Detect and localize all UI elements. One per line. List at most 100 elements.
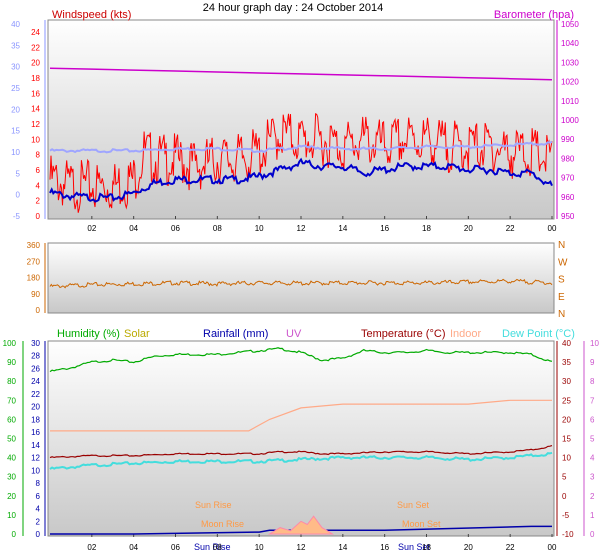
wind-inner-tick: 0 [36, 212, 41, 221]
wind-inner-tick: 18 [31, 74, 40, 83]
weather-x-tick: 02 [87, 543, 96, 552]
rainfall-tick: 24 [31, 377, 40, 386]
temperature-tick: 20 [562, 415, 571, 424]
wind-outer-tick: 30 [11, 63, 20, 72]
moon-rise-label: Moon Rise [201, 519, 244, 529]
uv-tick: 7 [590, 396, 595, 405]
rainfall-tick: 0 [36, 530, 41, 539]
rainfall-tick: 26 [31, 364, 40, 373]
sun-set-label: Sun Set [397, 500, 430, 510]
humidity-tick: 30 [7, 473, 16, 482]
wind-x-tick: 12 [297, 224, 306, 233]
wind-inner-tick: 4 [36, 181, 41, 190]
wind-x-tick: 22 [506, 224, 515, 233]
weather-x-tick: 18 [422, 543, 431, 552]
compass-tick: N [558, 240, 565, 251]
wind-outer-tick: 20 [11, 105, 20, 114]
baro-tick: 970 [561, 174, 575, 183]
wind-inner-tick: 20 [31, 59, 40, 68]
wind-outer-tick: 10 [11, 148, 20, 157]
wind-plot-area [47, 19, 555, 220]
weather-x-tick: 20 [464, 543, 473, 552]
direction-tick: 360 [27, 241, 41, 250]
temperature-tick: 15 [562, 435, 571, 444]
uv-legend: UV [286, 328, 302, 340]
baro-tick: 1040 [561, 39, 579, 48]
rainfall-tick: 14 [31, 441, 40, 450]
uv-tick: 8 [590, 377, 595, 386]
uv-tick: 9 [590, 358, 595, 367]
wind-x-tick: 10 [255, 224, 264, 233]
weather-x-tick: 12 [297, 543, 306, 552]
wind-outer-tick: 15 [11, 127, 20, 136]
indoor-temperature-line [50, 399, 552, 432]
solar-legend: Solar [124, 328, 150, 340]
humidity-tick: 60 [7, 415, 16, 424]
wind-inner-tick: 14 [31, 105, 40, 114]
rainfall-tick: 4 [36, 505, 41, 514]
weather-x-tick: 10 [255, 543, 264, 552]
wind-x-tick: 08 [213, 224, 222, 233]
wind-x-tick: 00 [548, 224, 557, 233]
baro-tick: 990 [561, 135, 575, 144]
humidity-tick: 20 [7, 492, 16, 501]
wind-outer-tick: 25 [11, 84, 20, 93]
wind-inner-tick: 12 [31, 120, 40, 129]
temperature-tick: 10 [562, 454, 571, 463]
temperature-tick: 40 [562, 339, 571, 348]
uv-tick: 1 [590, 511, 595, 520]
wind-inner-tick: 10 [31, 135, 40, 144]
wind-inner-tick: 2 [36, 197, 41, 206]
barometer-axis-title: Barometer (hpa) [494, 9, 574, 21]
humidity-tick: 100 [3, 339, 17, 348]
wind-outer-tick: 40 [11, 20, 20, 29]
humidity-tick: 80 [7, 377, 16, 386]
temperature-legend: Temperature (°C) [361, 328, 445, 340]
rainfall-legend: Rainfall (mm) [203, 328, 268, 340]
wind-outer-tick: -5 [13, 212, 21, 221]
direction-tick: 180 [27, 274, 41, 283]
temperature-tick: 0 [562, 492, 567, 501]
rainfall-tick: 20 [31, 403, 40, 412]
wind-x-tick: 02 [87, 224, 96, 233]
weather-x-tick: 00 [548, 543, 557, 552]
compass-tick: E [558, 292, 565, 303]
compass-tick: N [558, 309, 565, 320]
weather-x-tick: 14 [338, 543, 347, 552]
uv-tick: 5 [590, 435, 595, 444]
temperature-tick: -5 [562, 511, 570, 520]
wind-inner-tick: 24 [31, 28, 40, 37]
rainfall-tick: 28 [31, 352, 40, 361]
rainfall-tick: 22 [31, 390, 40, 399]
baro-tick: 1000 [561, 116, 579, 125]
graph-title: 24 hour graph day : 24 October 2014 [203, 2, 383, 14]
baro-tick: 1010 [561, 97, 579, 106]
weather-x-tick: 08 [213, 543, 222, 552]
bottom-sun-rise-label: Sun Rise [194, 542, 231, 552]
weather-x-tick: 22 [506, 543, 515, 552]
wind-x-tick: 14 [338, 224, 347, 233]
temperature-tick: 35 [562, 358, 571, 367]
weather-x-tick: 06 [171, 543, 180, 552]
rainfall-tick: 12 [31, 454, 40, 463]
wind-x-tick: 16 [380, 224, 389, 233]
humidity-tick: 90 [7, 358, 16, 367]
rainfall-line [50, 525, 552, 535]
uv-tick: 6 [590, 415, 595, 424]
windspeed-axis-title: Windspeed (kts) [52, 9, 131, 21]
barometer-line [49, 67, 553, 81]
indoor-legend: Indoor [450, 328, 482, 340]
weather-plot-area [47, 340, 555, 537]
wind-inner-tick: 8 [36, 151, 41, 160]
wind-inner-tick: 22 [31, 43, 40, 52]
wind-average-line [49, 157, 553, 203]
wind-direction-line [49, 278, 553, 289]
wind-outer-tick: 35 [11, 41, 20, 50]
uv-tick: 3 [590, 473, 595, 482]
rainfall-tick: 6 [36, 492, 41, 501]
series-layer [49, 67, 553, 535]
compass-tick: S [558, 275, 565, 286]
direction-tick: 270 [27, 257, 41, 266]
direction-plot-area [47, 242, 555, 314]
